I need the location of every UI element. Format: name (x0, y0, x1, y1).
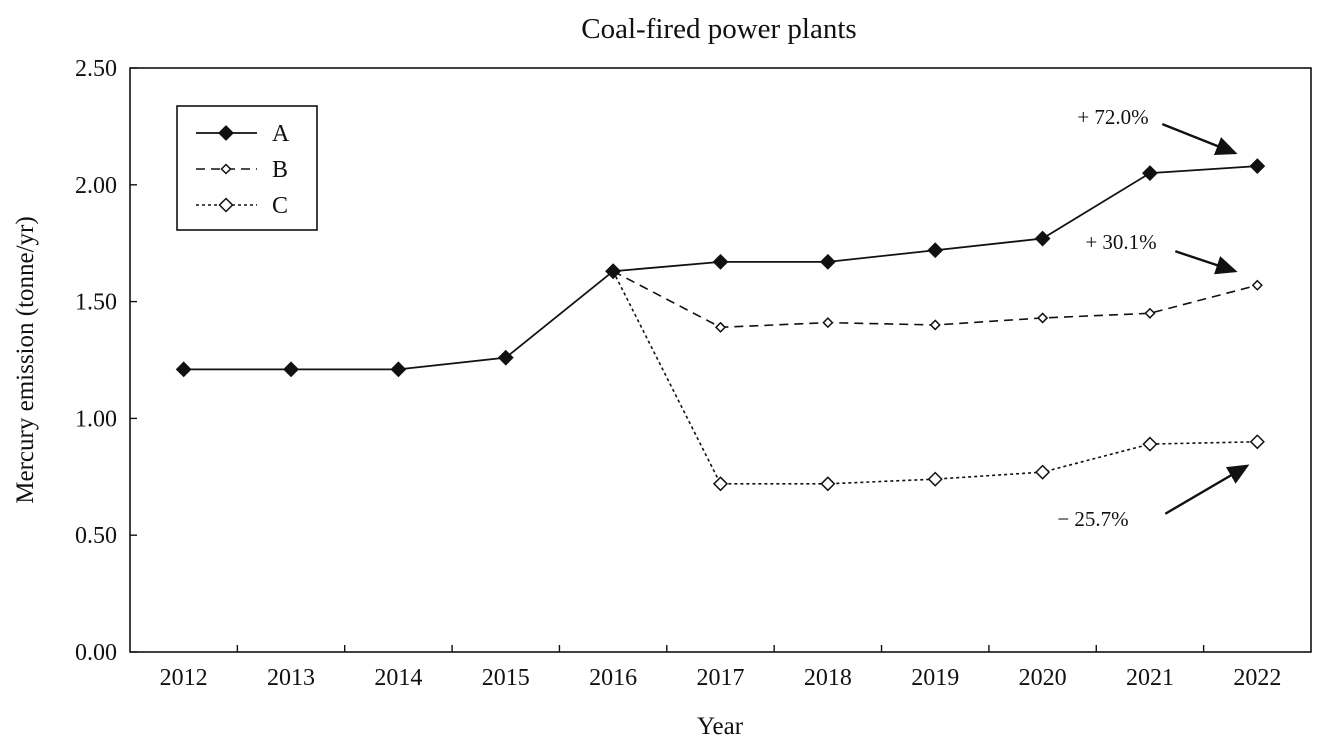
x-tick-label: 2021 (1126, 665, 1174, 691)
plot-frame (129, 67, 1312, 653)
x-axis-ticks: 2012 2013 2014 2015 2016 2017 2018 2019 2020 2021… (160, 645, 1281, 691)
data-point-B-2017 (714, 321, 727, 333)
y-tick-label: 1.50 (75, 290, 117, 316)
y-axis-label: Mercury emission (tonne/yr) (12, 216, 39, 503)
x-tick-label: 2016 (589, 665, 637, 691)
x-tick-label: 2017 (697, 665, 745, 691)
y-tick-label: 1.00 (75, 406, 117, 432)
x-axis-label: Year (697, 713, 744, 740)
y-axis-ticks: 0.00 0.50 1.00 1.50 2.00 2.50 (75, 56, 137, 666)
y-tick-label: 0.50 (75, 523, 117, 549)
annotation-arrow-A (1161, 122, 1238, 155)
data-point-A-2020 (1034, 230, 1051, 247)
data-point-C-2021 (1142, 436, 1158, 452)
data-point-A-2013 (283, 361, 299, 378)
series-layer (175, 158, 1266, 492)
data-point-A-2012 (175, 361, 192, 378)
x-tick-label: 2019 (911, 665, 959, 691)
data-point-A-2014 (390, 361, 407, 378)
data-point-A-2018 (819, 253, 836, 270)
data-point-C-2020 (1035, 464, 1051, 480)
legend-label-C: C (272, 193, 288, 219)
legend-marker-C (218, 197, 234, 213)
x-tick-label: 2022 (1233, 665, 1281, 691)
data-point-B-2019 (929, 319, 941, 331)
data-point-A-2021 (1142, 165, 1158, 182)
y-tick-label: 2.00 (75, 173, 117, 199)
data-point-A-2017 (712, 253, 729, 270)
series-B (612, 270, 1263, 333)
y-tick-label: 2.50 (75, 56, 117, 82)
chart-title: Coal-fired power plants (581, 13, 856, 45)
legend: ABC (176, 105, 318, 231)
series-C (612, 270, 1265, 492)
y-tick-label: 0.00 (75, 640, 117, 666)
series-line-C (612, 270, 1258, 485)
x-tick-label: 2018 (804, 665, 852, 691)
data-point-C-2022 (1249, 434, 1265, 450)
legend-label-B: B (272, 157, 288, 183)
data-point-B-2018 (822, 317, 834, 329)
legend-marker-B (220, 163, 232, 175)
annotation-label-C: − 25.7% (1057, 507, 1128, 531)
data-point-B-2022 (1251, 279, 1263, 291)
legend-marker-A (218, 125, 234, 141)
annotation-layer: + 72.0% + 30.1% − 25.7% (1057, 105, 1250, 531)
annotation-label-A: + 72.0% (1077, 105, 1148, 129)
data-point-A-2019 (927, 242, 944, 259)
data-point-C-2018 (820, 476, 836, 492)
data-point-B-2020 (1037, 312, 1049, 324)
data-point-B-2021 (1144, 307, 1156, 319)
x-tick-label: 2020 (1019, 665, 1067, 691)
x-tick-label: 2013 (267, 665, 315, 691)
data-point-C-2017 (712, 476, 729, 492)
x-tick-label: 2015 (482, 665, 530, 691)
series-line-B (612, 270, 1258, 329)
annotation-arrow-C (1164, 464, 1250, 515)
legend-label-A: A (272, 121, 290, 147)
x-tick-label: 2012 (160, 665, 208, 691)
annotation-arrow-B (1174, 250, 1238, 275)
x-tick-label: 2014 (374, 665, 422, 691)
data-point-A-2015 (497, 349, 514, 366)
annotation-label-B: + 30.1% (1085, 230, 1156, 254)
legend-box (176, 105, 318, 231)
series-A (175, 158, 1266, 378)
data-point-A-2016-top (605, 263, 622, 280)
data-point-A-2022 (1249, 158, 1266, 175)
data-point-C-2019 (927, 471, 943, 487)
